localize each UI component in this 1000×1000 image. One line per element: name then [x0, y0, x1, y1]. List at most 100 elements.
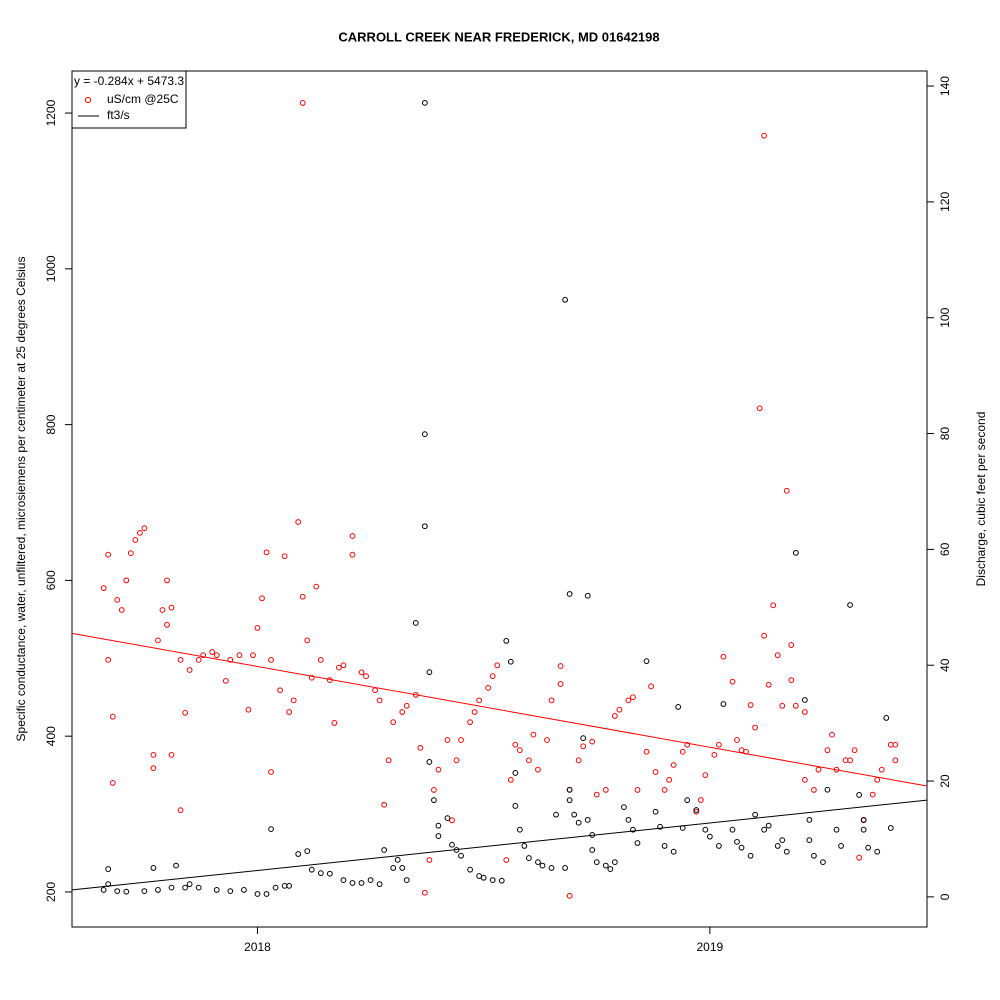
data-point	[290, 697, 297, 704]
data-point	[308, 866, 315, 873]
data-point	[634, 787, 641, 793]
data-point	[806, 837, 813, 844]
data-point	[295, 851, 302, 857]
data-point	[109, 780, 116, 786]
data-point	[815, 766, 822, 773]
data-point	[127, 550, 134, 557]
data-point	[164, 577, 170, 584]
data-point	[336, 664, 342, 671]
legend-symbol	[84, 96, 92, 104]
data-point	[304, 637, 311, 644]
data-point	[213, 887, 220, 893]
data-point	[168, 751, 175, 758]
data-point	[381, 801, 388, 808]
data-point	[331, 720, 338, 726]
data-point	[535, 859, 541, 866]
data-point	[865, 844, 872, 851]
data-point	[847, 757, 853, 764]
data-point	[105, 551, 112, 558]
data-point	[720, 701, 727, 707]
data-point	[702, 826, 709, 833]
data-point	[716, 843, 722, 849]
data-point	[783, 487, 790, 494]
data-point	[304, 848, 311, 855]
data-point	[589, 738, 596, 745]
data-point	[222, 677, 229, 684]
data-point	[788, 677, 795, 683]
data-point	[186, 881, 193, 888]
data-point	[209, 649, 216, 655]
data-point	[679, 748, 686, 755]
data-point	[141, 525, 148, 532]
data-point	[177, 807, 184, 814]
data-point	[507, 776, 514, 783]
data-point	[670, 762, 677, 768]
data-point	[394, 856, 401, 863]
data-point	[421, 889, 428, 896]
data-point	[711, 751, 718, 758]
data-point	[765, 822, 772, 829]
data-point	[326, 870, 333, 877]
y-tick-label: 600	[44, 570, 58, 590]
data-point	[403, 702, 410, 709]
y-tick-label: 200	[44, 882, 58, 902]
data-point	[801, 776, 808, 783]
data-point	[770, 602, 777, 609]
data-point	[783, 848, 790, 855]
y-axis-label: Specific conductance, water, unfiltered,…	[14, 257, 28, 742]
data-point	[566, 591, 573, 597]
data-point	[471, 709, 478, 715]
data-point	[820, 859, 826, 866]
data-point	[426, 857, 433, 863]
data-point	[648, 683, 654, 690]
data-point	[684, 741, 691, 748]
data-point	[887, 825, 894, 831]
data-point	[512, 741, 519, 748]
trend-line	[71, 799, 928, 891]
data-point	[150, 865, 157, 871]
data-point	[444, 737, 451, 743]
data-point	[458, 737, 464, 743]
data-point	[503, 637, 510, 644]
y2-tick-label: 40	[938, 658, 952, 672]
data-point	[526, 757, 532, 764]
data-point	[421, 99, 428, 106]
data-point	[512, 803, 519, 809]
data-point	[426, 759, 433, 765]
data-point	[186, 667, 193, 673]
data-point	[562, 296, 568, 303]
data-point	[435, 822, 442, 829]
data-point	[761, 632, 768, 639]
data-point	[630, 694, 636, 701]
data-point	[268, 769, 274, 775]
data-point	[729, 826, 736, 833]
data-point	[652, 769, 659, 775]
data-point	[643, 748, 650, 755]
data-point	[227, 656, 234, 663]
data-point	[553, 811, 559, 818]
data-point	[227, 888, 234, 894]
data-point	[268, 826, 274, 833]
data-point	[349, 551, 356, 558]
data-point	[123, 888, 130, 895]
data-point	[159, 607, 166, 613]
data-point	[566, 892, 573, 899]
data-point	[114, 888, 121, 894]
data-point	[616, 706, 623, 713]
data-point	[100, 585, 107, 592]
data-point	[123, 577, 130, 584]
data-point	[829, 731, 835, 738]
data-point	[747, 702, 754, 708]
data-point	[851, 747, 858, 754]
data-point	[245, 706, 252, 713]
data-point	[752, 724, 758, 731]
data-point	[263, 549, 270, 556]
data-point	[435, 766, 442, 773]
data-point	[286, 882, 293, 889]
data-point	[299, 100, 306, 106]
data-point	[467, 866, 473, 873]
data-point	[693, 807, 700, 813]
data-point	[729, 678, 736, 685]
data-point	[164, 621, 170, 628]
data-point	[263, 891, 270, 897]
